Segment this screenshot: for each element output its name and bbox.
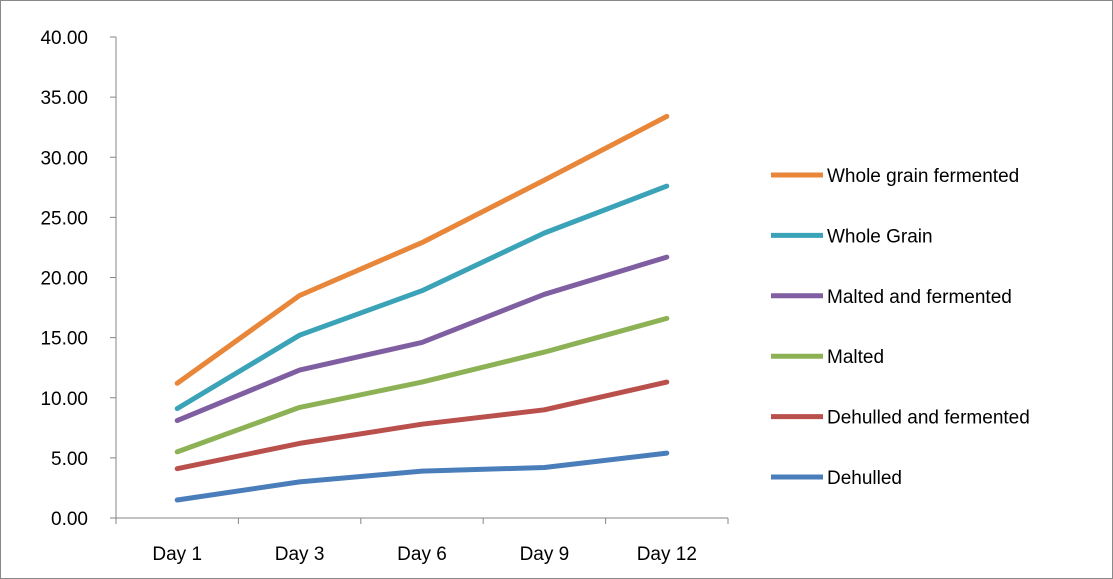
y-tick-label: 10.00 bbox=[40, 389, 88, 410]
y-tick-label: 35.00 bbox=[40, 88, 88, 109]
y-tick-label: 25.00 bbox=[40, 208, 88, 229]
y-tick-label: 15.00 bbox=[40, 329, 88, 350]
y-tick-label: 5.00 bbox=[51, 449, 88, 470]
y-tick-label: 40.00 bbox=[40, 28, 88, 49]
series-line bbox=[174, 183, 670, 412]
series-line bbox=[174, 379, 670, 472]
y-tick-label: 30.00 bbox=[40, 148, 88, 169]
y-tick-label: 0.00 bbox=[51, 509, 88, 530]
x-tick-label: Day 12 bbox=[637, 544, 697, 565]
legend-label: Whole grain fermented bbox=[827, 166, 1019, 187]
series-lines bbox=[174, 113, 670, 503]
legend: Whole grain fermented Whole Grain Malted a… bbox=[771, 166, 1030, 489]
legend-label: Dehulled and fermented bbox=[827, 408, 1030, 429]
series-line bbox=[174, 315, 670, 455]
x-tick-label: Day 3 bbox=[275, 544, 325, 565]
legend-label: Dehulled bbox=[827, 468, 902, 489]
x-tick-label: Day 6 bbox=[397, 544, 447, 565]
series-line bbox=[174, 113, 670, 386]
y-tick-label: 20.00 bbox=[40, 269, 88, 290]
series-line bbox=[174, 450, 670, 503]
legend-label: Malted and fermented bbox=[827, 287, 1012, 308]
x-tick-label: Day 9 bbox=[520, 544, 570, 565]
axes: 0.00 5.00 10.00 15.00 20.00 25.00 30.00 35.00 40… bbox=[40, 28, 729, 565]
x-tick-label: Day 1 bbox=[152, 544, 202, 565]
series-line bbox=[174, 254, 670, 424]
legend-label: Whole Grain bbox=[827, 226, 933, 247]
legend-label: Malted bbox=[827, 347, 884, 368]
